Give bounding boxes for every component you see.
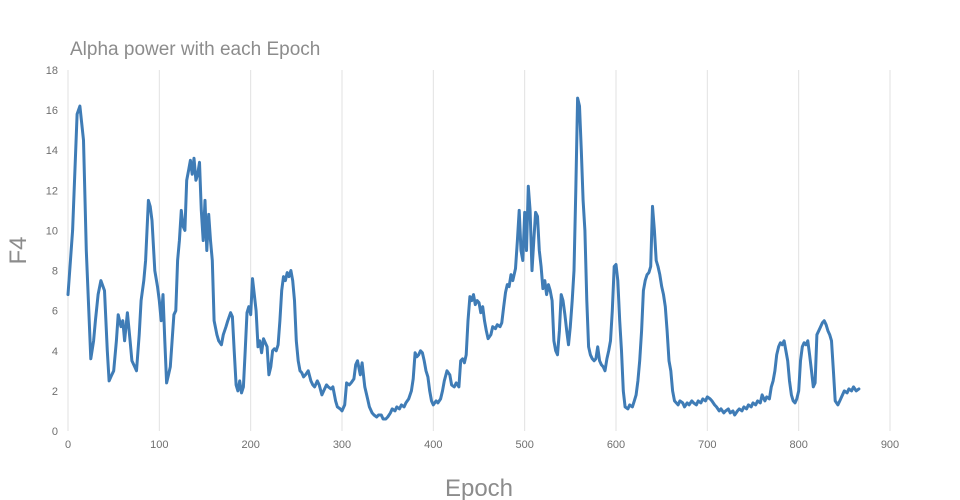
- x-tick-label: 0: [65, 439, 71, 451]
- x-axis-tick-labels: 0 100 200 300 400 500 600 700 800 900: [65, 439, 899, 451]
- x-tick-label: 700: [698, 439, 716, 451]
- x-tick-label: 300: [333, 439, 351, 451]
- chart-title: Alpha power with each Epoch: [70, 39, 320, 60]
- x-tick-label: 200: [241, 439, 259, 451]
- x-tick-label: 500: [515, 439, 533, 451]
- x-tick-label: 900: [881, 439, 899, 451]
- y-axis-title: F4: [5, 236, 32, 264]
- y-tick-label: 14: [46, 145, 58, 157]
- y-tick-label: 8: [52, 266, 58, 278]
- y-tick-label: 10: [46, 225, 58, 237]
- x-tick-label: 600: [607, 439, 625, 451]
- x-tick-label: 800: [789, 439, 807, 451]
- y-tick-label: 12: [46, 185, 58, 197]
- line-series[interactable]: [66, 96, 861, 421]
- y-axis-tick-labels: 0 2 4 6 8 10 12 14 16 18: [46, 65, 58, 438]
- alpha-power-line[interactable]: [66, 96, 861, 421]
- x-tick-label: 100: [150, 439, 168, 451]
- y-tick-label: 2: [52, 386, 58, 398]
- y-tick-label: 0: [52, 426, 58, 438]
- gridlines: [67, 70, 891, 431]
- y-tick-label: 4: [52, 346, 58, 358]
- x-axis-title: Epoch: [445, 475, 513, 500]
- y-tick-label: 18: [46, 65, 58, 77]
- x-tick-label: 400: [424, 439, 442, 451]
- y-tick-label: 6: [52, 306, 58, 318]
- y-tick-label: 16: [46, 105, 58, 117]
